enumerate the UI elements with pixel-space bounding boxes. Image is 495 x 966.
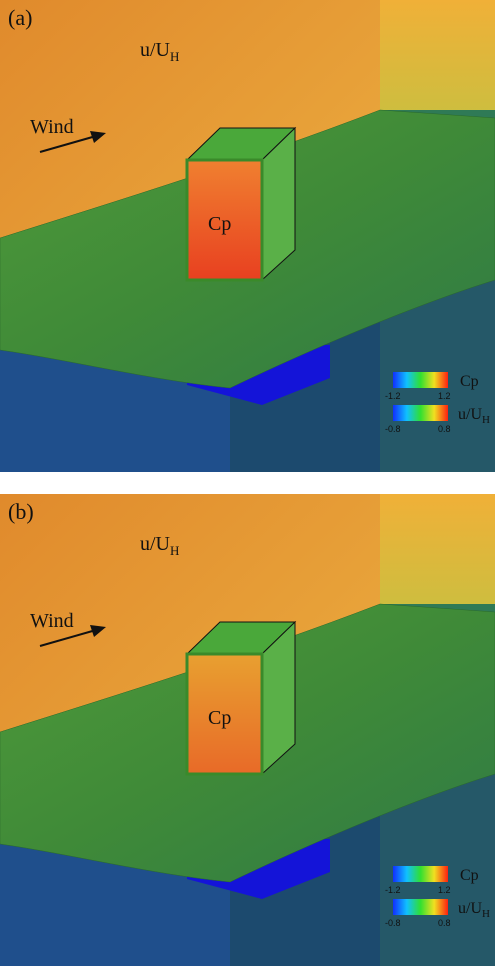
colorbar-max: 0.8 (438, 918, 451, 928)
page: (a)u/UHWindCpCp-1.21.2u/UH-0.80.8(b)u/UH… (0, 0, 495, 966)
cube-label: Cp (208, 213, 231, 235)
colorbar (393, 372, 448, 388)
field-label-sub: H (170, 49, 179, 64)
colorbar-title-main: u/U (458, 900, 482, 917)
colorbar-max: 0.8 (438, 424, 451, 434)
wind-label: Wind (30, 116, 74, 138)
colorbar (393, 866, 448, 882)
colorbar-title-main: Cp (460, 373, 479, 390)
field-label-sub: H (170, 543, 179, 558)
colorbar-max: 1.2 (438, 885, 451, 895)
colorbar-min: -1.2 (385, 885, 401, 895)
colorbar-min: -0.8 (385, 424, 401, 434)
wind-label: Wind (30, 610, 74, 632)
colorbar-min: -0.8 (385, 918, 401, 928)
colorbar-title: Cp (460, 373, 479, 390)
colorbar-title-sub: H (482, 414, 490, 426)
colorbar (393, 405, 448, 421)
colorbar-max: 1.2 (438, 391, 451, 401)
colorbar-min: -1.2 (385, 391, 401, 401)
figure: (a)u/UHWindCpCp-1.21.2u/UH-0.80.8(b)u/UH… (0, 0, 495, 966)
colorbar-title-main: u/U (458, 406, 482, 423)
panel-label: (b) (8, 499, 34, 524)
colorbar-title-sub: H (482, 908, 490, 920)
colorbar-title: Cp (460, 867, 479, 884)
colorbar-title-main: Cp (460, 867, 479, 884)
field-label-main: u/U (140, 533, 171, 555)
colorbar (393, 899, 448, 915)
panel-label: (a) (8, 5, 32, 30)
field-label-main: u/U (140, 39, 171, 61)
cube-label: Cp (208, 707, 231, 729)
